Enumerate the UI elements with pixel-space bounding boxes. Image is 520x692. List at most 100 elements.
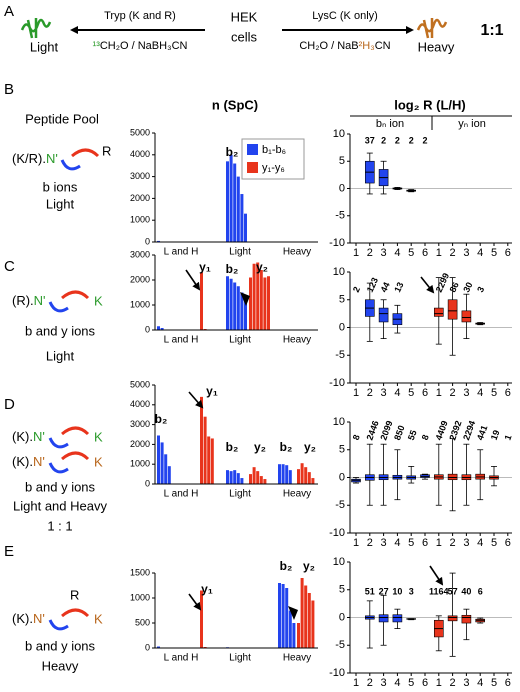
y-tick-label: -10 (329, 667, 345, 679)
bar (236, 286, 240, 330)
isotope: ¹³ (93, 40, 101, 52)
x-tick-label: 6 (422, 537, 428, 549)
n-term: N' (33, 429, 45, 444)
annotation: y₁ (201, 582, 213, 596)
x-tick-label: 2 (450, 387, 456, 399)
annotation: y₁ (206, 384, 218, 398)
count-label: 1 (503, 433, 514, 441)
bar (304, 585, 308, 648)
x-tick-label: 1 (436, 387, 442, 399)
annotation: b₂ (280, 559, 293, 573)
c-term: K (94, 611, 103, 626)
n-term: N' (33, 611, 45, 626)
n-term: N' (46, 151, 58, 166)
bar (226, 161, 229, 242)
prefix: (K). (12, 429, 33, 444)
x-tick-label: 5 (408, 677, 414, 689)
annotation: y₂ (254, 440, 266, 454)
y-tick-label: 5000 (130, 379, 150, 389)
x-tick-label: 2 (367, 537, 373, 549)
x-tick-label: 1 (353, 247, 359, 259)
ion-type: b and y ions (25, 479, 96, 494)
bar (236, 473, 240, 484)
x-tick-label: 3 (381, 677, 387, 689)
count-label: 6 (478, 586, 483, 596)
b-fragment (48, 619, 69, 631)
y-tick-label: -10 (329, 377, 345, 389)
y-fragment (61, 290, 90, 300)
y-tick-label: 5 (339, 584, 345, 596)
bar (285, 465, 289, 484)
x-tick-label: 3 (463, 537, 469, 549)
x-tick-label: 6 (505, 537, 511, 549)
bar (300, 463, 304, 484)
box (447, 473, 458, 481)
bar (288, 610, 292, 648)
y-tick-label: -10 (329, 527, 345, 539)
count-label: 850 (392, 424, 407, 442)
bar (226, 276, 229, 330)
y-tick-label: -5 (335, 499, 345, 511)
prefix: (R). (12, 293, 34, 308)
count-label: 2 (395, 135, 400, 145)
bar (200, 590, 203, 648)
label-type: Light (46, 196, 75, 211)
x-tick-label: 3 (381, 537, 387, 549)
bar (256, 262, 260, 330)
legend-swatch (247, 162, 258, 173)
box (392, 614, 403, 623)
bar (157, 240, 160, 242)
count-label: 8 (351, 433, 362, 441)
count-label: 55 (406, 429, 419, 442)
x-tick-label: 1 (436, 247, 442, 259)
x-tick-label: 4 (477, 537, 483, 549)
label-type: Heavy (42, 658, 79, 673)
bar (300, 578, 304, 648)
count-label: 51 (365, 586, 375, 596)
count-label: 10 (392, 586, 402, 596)
x-tick-label: 5 (408, 247, 414, 259)
x-tick-label: Heavy (283, 335, 311, 346)
count-label: 86 (448, 281, 461, 294)
x-tick-label: 1 (353, 387, 359, 399)
bar (210, 438, 214, 484)
x-tick-label: 3 (463, 247, 469, 259)
annotation: b₂ (226, 440, 239, 454)
count-label: 40 (461, 586, 471, 596)
pointer-arrow (188, 391, 204, 409)
x-tick-label: 4 (394, 537, 400, 549)
x-tick-label: 1 (353, 537, 359, 549)
count-label: 2 (409, 135, 414, 145)
prefix: (K). (12, 611, 33, 626)
bar (288, 470, 292, 484)
ion-type: b and y ions (25, 638, 96, 653)
peptide: (K/R).N' (12, 151, 58, 166)
y-fragment (61, 451, 90, 461)
bar (297, 469, 300, 484)
x-tick-label: 3 (463, 387, 469, 399)
count-label: 44 (379, 281, 392, 294)
bar (252, 467, 256, 484)
ion-type: b and y ions (25, 323, 96, 338)
x-tick-label: 6 (422, 247, 428, 259)
count-label: 2 (381, 135, 386, 145)
y-tick-label: 1000 (130, 459, 150, 469)
y-fragment (61, 426, 90, 436)
tryp-label: Tryp (K and R) (104, 10, 176, 22)
x-tick-label: 6 (422, 387, 428, 399)
bar (267, 276, 270, 330)
count-label: 37 (365, 135, 375, 145)
box (378, 307, 389, 323)
reagent: CH₂O / NaB (299, 40, 358, 52)
bar (259, 476, 263, 484)
y-tick-label: 1500 (130, 567, 150, 577)
x-tick-label: Heavy (283, 489, 311, 500)
bar (240, 478, 244, 484)
pointer-arrow (185, 269, 201, 291)
legend-swatch (247, 144, 258, 155)
y-tick-label: 3000 (130, 171, 150, 181)
chart-title: log₂ R (L/H) (394, 97, 465, 112)
prefix: (K/R). (12, 151, 46, 166)
bar (157, 435, 160, 484)
